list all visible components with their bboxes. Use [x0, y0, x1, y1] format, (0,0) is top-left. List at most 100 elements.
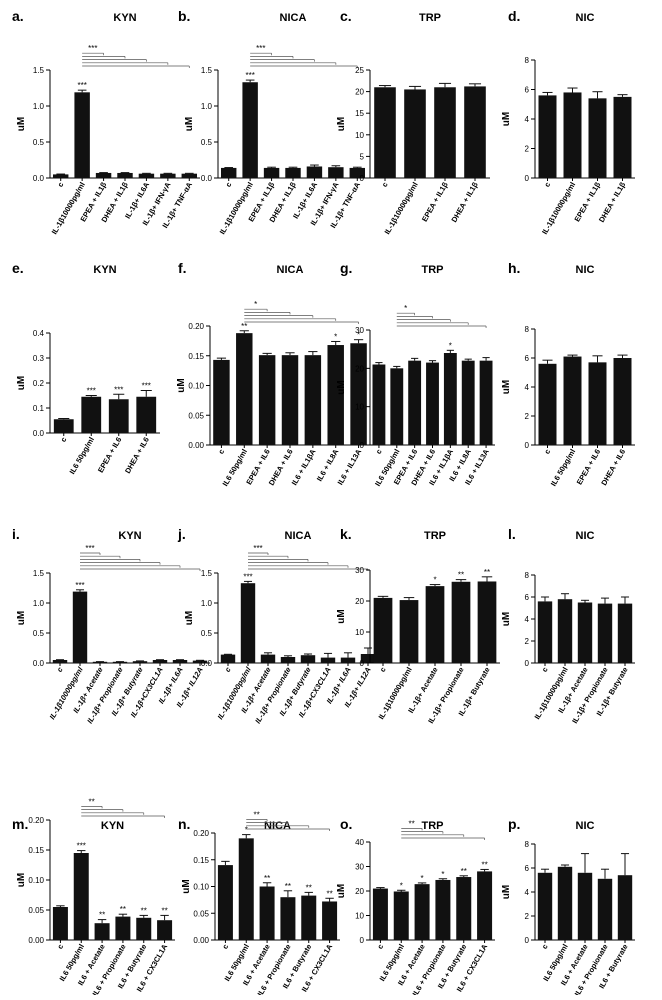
y-axis-label: uM [336, 884, 347, 898]
significance-mark: * [357, 331, 360, 340]
bar [52, 907, 68, 940]
y-tick-label: 0 [525, 441, 530, 450]
bar [132, 661, 148, 663]
bar [577, 602, 593, 663]
chart-title: NIC [576, 264, 595, 276]
significance-mark: *** [243, 572, 252, 581]
y-tick-label: 0.00 [193, 936, 209, 945]
bar [414, 884, 430, 940]
significance-mark: ** [120, 905, 126, 914]
significance-mark: * [334, 332, 337, 341]
y-axis-label: uM [336, 609, 347, 623]
chart-title: NICA [280, 12, 307, 24]
y-tick-label: 1.5 [33, 569, 45, 578]
bar [181, 173, 197, 178]
significance-mark: ** [484, 568, 490, 577]
bar [477, 871, 493, 940]
significance-mark: ** [141, 906, 147, 915]
bar [280, 897, 296, 940]
chart-title: NICA [285, 530, 312, 542]
significance-mark: ** [241, 322, 247, 331]
bar [94, 923, 110, 940]
y-tick-label: 0.4 [33, 329, 45, 338]
y-tick-label: 0.15 [193, 856, 209, 865]
y-tick-label: 30 [355, 566, 364, 575]
y-tick-label: 20 [355, 887, 364, 896]
y-tick-label: 4 [525, 383, 530, 392]
bar [461, 360, 475, 445]
bar [259, 886, 275, 940]
x-tick-label: c [56, 181, 66, 189]
x-tick-label: c [542, 448, 552, 456]
chart-title: KYN [118, 530, 141, 542]
y-tick-label: 1.0 [33, 102, 45, 111]
significance-mark: * [245, 826, 248, 835]
chart-panel-i: i. KYN0.00.51.01.5uMc***IL-1β10000pg/mlIL… [12, 526, 210, 725]
x-tick-label: IL-1β10000pg/ml [540, 181, 577, 236]
panel-letter: b. [178, 8, 190, 24]
y-tick-label: 10 [355, 131, 364, 140]
x-tick-label: DHEA + IL6 [123, 436, 151, 475]
bar [138, 173, 155, 178]
significance-mark: *** [87, 387, 96, 396]
bar [304, 355, 322, 445]
bar [260, 654, 276, 663]
bar [350, 343, 367, 445]
y-tick-label: 0.5 [201, 138, 213, 147]
y-tick-label: 0.05 [28, 906, 44, 915]
x-tick-label: c [59, 436, 69, 444]
x-tick-label: c [223, 665, 233, 674]
y-axis-label: uM [16, 376, 27, 390]
bar [74, 92, 90, 178]
y-tick-label: 1.5 [33, 66, 45, 75]
comparison-label: * [404, 304, 407, 313]
bar [238, 838, 254, 940]
bar [349, 167, 365, 178]
chart-panel-e: e. KYN 0.0 0.1 0.2 0.3 0.4 uM c *** IL6 50pg/ml ***… [12, 260, 160, 476]
panel-letter: a. [12, 8, 24, 24]
significance-mark: *** [77, 842, 86, 851]
y-tick-label: 0 [525, 936, 530, 945]
bar [617, 603, 633, 663]
bar [240, 583, 256, 663]
y-axis-label: uM [16, 117, 27, 131]
bar [425, 586, 445, 663]
y-tick-label: 30 [355, 326, 364, 335]
comparison-label: *** [88, 44, 97, 53]
significance-mark: * [449, 341, 452, 350]
x-tick-label: c [224, 181, 234, 189]
panel-letter: l. [508, 526, 516, 542]
bar [117, 172, 133, 178]
y-tick-label: 2 [525, 412, 530, 421]
comparison-label: *** [253, 544, 262, 553]
bar [301, 895, 317, 940]
bar [557, 599, 573, 663]
significance-mark: * [400, 881, 403, 890]
x-tick-label: IL6 50pg/ml [68, 436, 96, 476]
y-tick-label: 6 [525, 354, 530, 363]
bar [115, 916, 131, 940]
bar [597, 878, 613, 940]
bar [136, 396, 157, 433]
y-tick-label: 0 [360, 174, 365, 183]
y-axis-label: uM [501, 612, 512, 626]
x-tick-label: c [540, 943, 550, 951]
y-tick-label: 6 [525, 864, 530, 873]
bar [236, 333, 253, 445]
significance-mark: ** [285, 882, 291, 891]
y-tick-label: 0.1 [33, 404, 45, 413]
chart-title: KYN [101, 820, 124, 832]
x-tick-label: c [220, 943, 230, 951]
x-tick-label: DHEA + IL1β [449, 180, 479, 224]
bar [390, 368, 404, 445]
comparison-label: ** [409, 819, 415, 828]
significance-mark: *** [77, 81, 86, 90]
x-tick-label: EPEA + IL6 [575, 448, 603, 487]
y-tick-label: 0.15 [188, 352, 204, 361]
chart-title: TRP [424, 530, 446, 542]
y-axis-label: uM [16, 611, 27, 625]
